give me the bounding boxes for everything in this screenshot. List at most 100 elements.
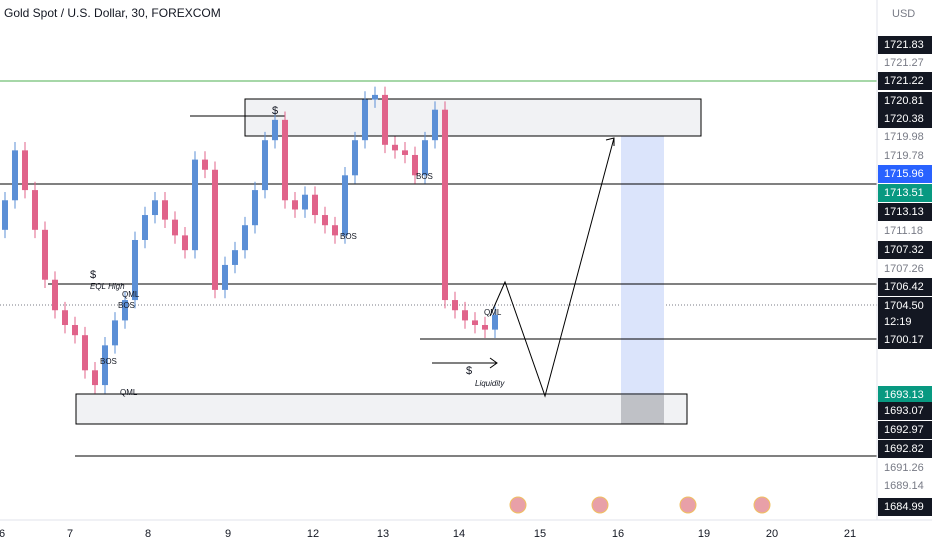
candle-body (142, 215, 148, 240)
x-tick-label: 13 (377, 528, 389, 540)
event-icon[interactable] (679, 496, 697, 514)
candle-body (432, 109, 438, 141)
price-label: 1693.13 (884, 389, 924, 401)
candle-body (392, 144, 398, 151)
price-label-bg (878, 331, 932, 349)
annotation: BOS (340, 232, 357, 241)
candle-body (12, 150, 18, 201)
candle-body (202, 159, 208, 170)
annotation: BOS (118, 301, 135, 310)
annotation: $ (90, 269, 96, 281)
price-label-bg (878, 477, 932, 495)
price-label: 1721.27 (884, 57, 924, 69)
annotation: QML (484, 308, 502, 317)
x-tick-label: 16 (612, 528, 624, 540)
candle-body (162, 200, 168, 220)
candle-body (372, 94, 378, 100)
price-label-bg (878, 92, 932, 110)
x-tick-label: 6 (0, 528, 5, 540)
candle-body (382, 94, 388, 145)
price-label: 1721.22 (884, 75, 924, 87)
candle-body (352, 140, 358, 176)
events (509, 496, 771, 514)
candle-body (112, 320, 118, 346)
candle-body (152, 200, 158, 216)
price-label-bg (878, 459, 932, 477)
projection-zone (621, 136, 664, 395)
price-label-bg (878, 72, 932, 90)
candle-body (472, 320, 478, 326)
event-icon[interactable] (509, 496, 527, 514)
price-label-bg (878, 203, 932, 221)
annotation: EQL High (90, 282, 125, 291)
candle-body (192, 159, 198, 251)
price-label: 1720.38 (884, 113, 924, 125)
candle-body (272, 119, 278, 141)
event-icon[interactable] (753, 496, 771, 514)
candle-body (422, 140, 428, 176)
price-label: 1692.97 (884, 424, 924, 436)
candle-body (172, 219, 178, 236)
currency: USD (892, 8, 915, 20)
price-label: 1693.07 (884, 405, 924, 417)
candle-body (262, 140, 268, 191)
candle-body (322, 215, 328, 226)
candle-body (402, 150, 408, 155)
price-label: 1700.17 (884, 334, 924, 346)
candle-body (52, 279, 58, 311)
price-label-bg (878, 36, 932, 54)
candle-body (212, 169, 218, 290)
price-label-bg (878, 498, 932, 516)
candle-body (332, 225, 338, 236)
price-label: 1707.26 (884, 263, 924, 275)
price-label-bg (878, 165, 932, 183)
candle-body (82, 335, 88, 371)
price-label-bg (878, 313, 932, 331)
x-tick-label: 12 (307, 528, 319, 540)
price-label-bg (878, 260, 932, 278)
x-tick-label: 7 (67, 528, 73, 540)
x-tick-label: 19 (698, 528, 710, 540)
x-tick-label: 21 (844, 528, 856, 540)
candle-body (282, 119, 288, 201)
annotation: BOS (416, 172, 433, 181)
candle-body (462, 310, 468, 321)
price-label: 1706.42 (884, 281, 924, 293)
supply-box (244, 98, 702, 137)
annotation: $ (466, 365, 472, 377)
price-label-bg (878, 222, 932, 240)
candle-body (312, 194, 318, 216)
projection-path (489, 137, 615, 398)
candle-body (62, 310, 68, 326)
price-label-bg (878, 421, 932, 439)
candle-body (482, 325, 488, 330)
price-label: 1720.81 (884, 95, 924, 107)
candle-body (362, 99, 368, 141)
price-label: 1691.26 (884, 462, 924, 474)
candle-body (442, 109, 448, 301)
candle-body (92, 370, 98, 386)
candle-body (102, 345, 108, 386)
candle-body (182, 235, 188, 251)
candle-body (132, 239, 138, 301)
candle-body (22, 150, 28, 191)
candle-body (122, 300, 128, 321)
price-label-bg (878, 402, 932, 420)
candle-body (72, 325, 78, 336)
price-label-bg (878, 297, 932, 315)
candle-body (302, 194, 308, 210)
price-label: 1707.32 (884, 244, 924, 256)
candle-body (452, 300, 458, 311)
candle-body (342, 175, 348, 236)
event-icon[interactable] (591, 496, 609, 514)
chart-title: Gold Spot / U.S. Dollar, 30, FOREXCOM (4, 6, 221, 20)
price-label: 1692.82 (884, 443, 924, 455)
price-label: 1719.98 (884, 131, 924, 143)
price-label: 1715.96 (884, 168, 924, 180)
price-label-bg (878, 241, 932, 259)
candle-body (42, 229, 48, 280)
price-label-bg (878, 110, 932, 128)
price-label: 1721.83 (884, 39, 924, 51)
x-tick-label: 8 (145, 528, 151, 540)
